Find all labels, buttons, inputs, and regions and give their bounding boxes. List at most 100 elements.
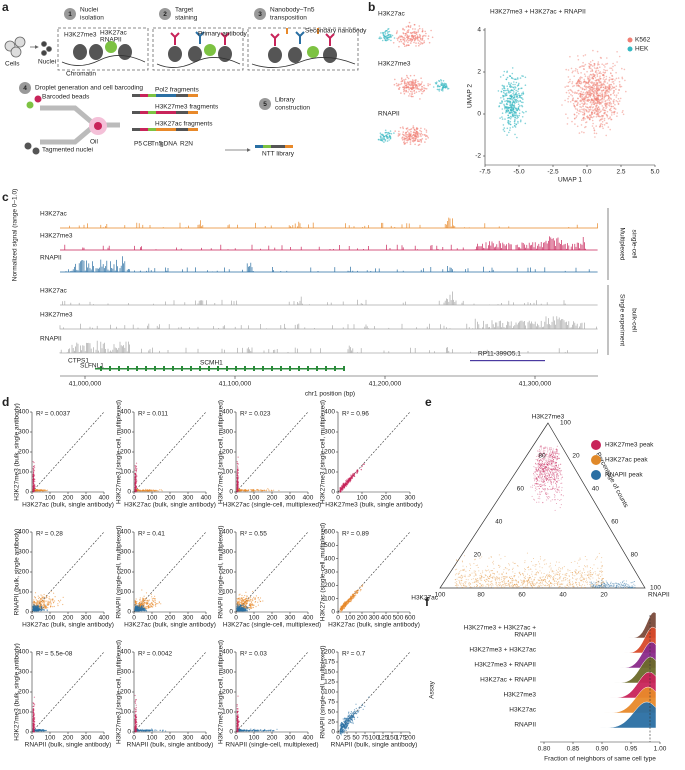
point	[595, 68, 597, 70]
point	[594, 132, 596, 134]
point	[616, 85, 618, 87]
point	[516, 118, 518, 120]
point	[135, 477, 136, 478]
point	[564, 100, 566, 102]
point	[570, 101, 572, 103]
point	[441, 82, 443, 84]
point	[597, 83, 599, 85]
point	[380, 132, 382, 134]
point	[405, 83, 407, 85]
point	[568, 96, 570, 98]
exon	[298, 366, 300, 371]
point	[607, 116, 609, 118]
x-tick-label: 5.0	[650, 169, 659, 176]
point	[418, 31, 420, 33]
point	[408, 44, 410, 46]
point	[387, 37, 389, 39]
point	[568, 90, 570, 92]
point	[592, 65, 594, 67]
point	[508, 98, 510, 100]
point	[516, 82, 518, 84]
point	[33, 482, 34, 483]
point	[406, 36, 408, 38]
x-tick-label: 200	[267, 615, 278, 622]
point	[606, 86, 608, 88]
point	[60, 600, 61, 601]
point	[512, 73, 514, 75]
point	[406, 44, 408, 46]
point	[58, 600, 59, 601]
point	[407, 81, 409, 83]
point	[40, 594, 41, 595]
point	[581, 103, 583, 105]
point	[587, 82, 589, 84]
point	[141, 490, 142, 491]
point	[607, 63, 609, 65]
point	[600, 119, 602, 121]
point	[584, 89, 586, 91]
x-tick-label: 400	[201, 615, 212, 622]
point	[612, 106, 614, 108]
point	[607, 88, 609, 90]
point	[502, 112, 504, 114]
point	[248, 600, 249, 601]
point	[521, 75, 523, 77]
point	[136, 463, 137, 464]
y-axis-label: RNAPII (bulk, single antibody)	[14, 529, 21, 616]
point	[600, 99, 602, 101]
point	[249, 609, 250, 610]
point	[135, 468, 136, 469]
point	[146, 606, 147, 607]
point	[136, 466, 137, 467]
point	[441, 90, 443, 92]
point	[138, 490, 139, 491]
point	[584, 86, 586, 88]
point	[443, 87, 445, 89]
point	[600, 57, 602, 59]
point	[625, 91, 627, 93]
point	[247, 603, 248, 604]
point	[237, 480, 238, 481]
point	[517, 90, 519, 92]
point	[37, 603, 38, 604]
signal-track	[60, 236, 598, 250]
point	[413, 42, 415, 44]
point	[611, 119, 613, 121]
x-axis-label: H3K27me3 (bulk, single antibody)	[325, 502, 423, 509]
point	[592, 123, 594, 125]
point	[35, 607, 36, 608]
point	[381, 37, 383, 39]
point	[590, 106, 592, 108]
x-tick-label: 0	[132, 495, 136, 502]
point	[511, 89, 513, 91]
point	[410, 75, 412, 77]
point	[609, 79, 611, 81]
point	[136, 601, 137, 602]
x-tick-label: 100	[147, 615, 158, 622]
point	[577, 126, 579, 128]
point	[582, 62, 584, 64]
point	[383, 136, 385, 138]
point	[517, 101, 519, 103]
point	[599, 109, 601, 111]
x-tick-label: 0	[132, 615, 136, 622]
point	[135, 603, 136, 604]
point	[381, 140, 383, 142]
gene-body	[470, 360, 545, 361]
point	[39, 600, 40, 601]
point	[614, 104, 616, 106]
point	[592, 89, 594, 91]
point	[612, 63, 614, 65]
point	[594, 103, 596, 105]
point	[583, 55, 585, 57]
point	[427, 85, 429, 87]
x-tick-label: 200	[165, 495, 176, 502]
point	[147, 600, 148, 601]
point	[585, 122, 587, 124]
point	[406, 75, 408, 77]
point	[389, 31, 391, 33]
point	[412, 137, 414, 139]
point	[601, 90, 603, 92]
identity-line	[134, 532, 206, 612]
point	[440, 79, 442, 81]
